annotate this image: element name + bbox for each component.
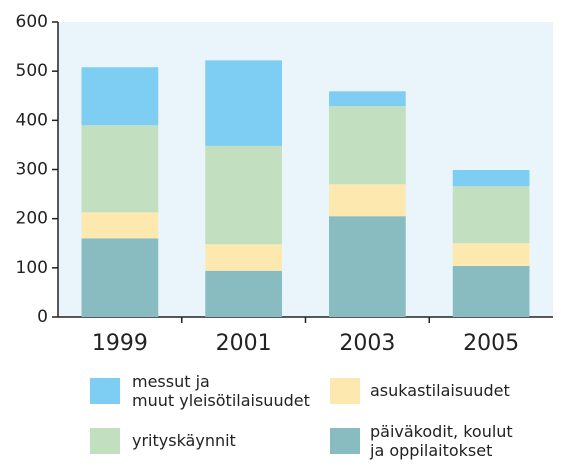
y-tick-label: 500 [16,61,48,81]
legend-swatch [90,378,120,404]
legend-label: yrityskäynnit [132,431,236,450]
bar-segment [81,212,159,239]
x-tick-label: 2003 [339,331,395,356]
legend-label: asukastilaisuudet [370,381,510,400]
bar-segment [329,106,406,185]
y-tick-label: 100 [16,258,48,278]
bar-segment [205,145,282,245]
x-tick-label: 2005 [463,331,519,356]
legend-swatch [90,428,120,454]
bar-segment [205,244,282,271]
bar-segment [329,216,406,317]
y-tick-label: 0 [37,307,48,327]
bar-segment [452,243,530,266]
x-tick-label: 1999 [92,331,148,356]
bar-segment [329,91,406,107]
legend-swatch [330,378,360,404]
legend-swatch [330,428,360,454]
bar-segment [329,184,406,217]
y-tick-label: 600 [16,12,48,32]
legend-label: päiväkodit, koulut ja oppilaitokset [369,422,513,460]
bar-segment [81,67,159,126]
bar-segment [81,125,159,213]
bar-segment [81,238,159,317]
legend-label: messut ja muut yleisötilaisuudet [132,372,310,410]
y-tick-label: 200 [16,209,48,229]
bar-segment [205,60,282,146]
y-tick-label: 400 [16,110,48,130]
bar-segment [452,186,530,244]
bar-segment [205,270,282,317]
bar-segment [452,169,530,187]
bar-segment [452,265,530,317]
y-tick-label: 300 [16,160,48,180]
x-tick-label: 2001 [216,331,272,356]
